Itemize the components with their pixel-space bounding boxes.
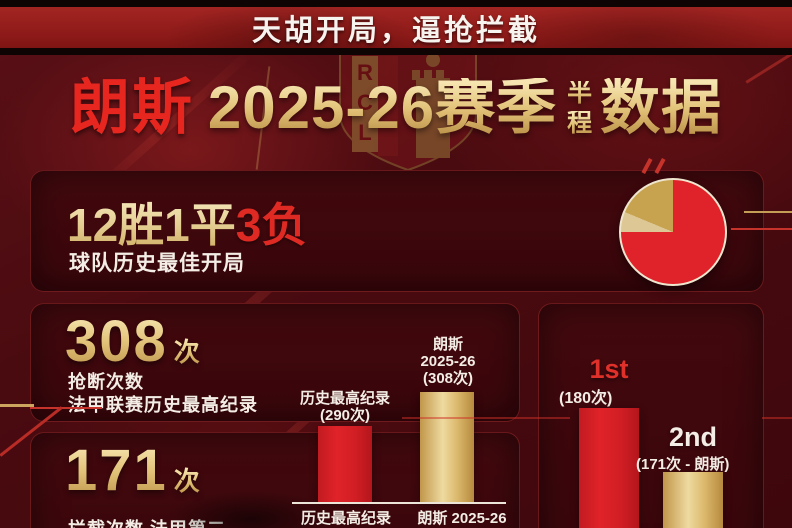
banner-title: 天胡开局，逼抢拦截 [251,14,540,47]
rank-card: 1st (180次) 2nd (171次 - 朗斯) [538,303,764,528]
x-label-record: 历史最高纪录 [300,510,391,527]
half-stack-top: 半 [567,79,593,107]
record-pie-chart [619,178,727,286]
title-data-suffix: 数据 [600,74,723,141]
crest-letter-c: C [357,90,373,115]
season-title: 2025-26赛季 [207,74,558,141]
record-wins-draws: 12胜1平 [67,199,236,251]
record-bar-label: 历史最高纪录 (290次) [288,390,402,424]
page-title: 朗斯 2025-26赛季 半 程 数据 [0,78,792,138]
crest-letter-l: L [358,120,371,145]
tackles-stat: 308 次 [65,308,200,375]
record-card: 12胜1平3负 球队历史最佳开局 [30,170,764,292]
tackles-value: 308 [65,309,168,374]
rank-2-bar [663,472,723,528]
x-label-lens: 朗斯 2025-26 [417,510,507,527]
record-losses: 3负 [235,199,308,251]
team-name: 朗斯 [69,74,194,141]
tackles-bar-chart: 朗斯 2025-26 (308次) 历史最高纪录 (290次) 历史最高纪录 朗… [288,332,520,528]
chart-baseline [292,502,506,504]
lens-bar-label: 朗斯 2025-26 (308次) [390,336,506,387]
lens-bar-label-line2: 2025-26 [420,353,476,370]
lens-bar-label-line3: (308次) [422,370,474,387]
rcl-crest-watermark: R C L [339,47,477,172]
half-season-stack: 半 程 [567,81,592,136]
tackles-unit: 次 [173,337,200,367]
chart-x-labels: 历史最高纪录 朗斯 2025-26 [288,507,520,528]
decor-red-line-mid-2 [762,417,792,419]
record-bar [318,426,372,502]
rank-1-label: 1st [589,354,629,384]
lens-bar-label-line1: 朗斯 [432,336,463,353]
interceptions-card: 171次 拦截次数 法甲第二 [30,432,520,528]
rank-2-value: (171次 - 朗斯) [636,456,730,473]
lens-bar [420,392,474,502]
banner-bottom-strip [0,48,792,55]
top-banner: 天胡开局，逼抢拦截 [0,7,792,48]
decor-gold-line-left [0,404,34,407]
half-stack-bottom: 程 [567,109,593,137]
crest-letter-r: R [357,60,373,85]
rank-2-label: 2nd [668,422,717,452]
top-black-strip [0,0,792,7]
record-headline: 12胜1平3负 [67,189,307,255]
rank-1-bar [579,408,639,528]
record-subtitle: 球队历史最佳开局 [69,252,245,275]
rank-1-value: (180次) [559,390,613,407]
record-bar-label-line1: 历史最高纪录 [299,390,390,407]
tackles-desc-1: 抢断次数 [68,372,144,392]
record-bar-label-line2: (290次) [319,407,371,424]
tackles-desc-2: 法甲联赛历史最高纪录 [68,395,258,415]
